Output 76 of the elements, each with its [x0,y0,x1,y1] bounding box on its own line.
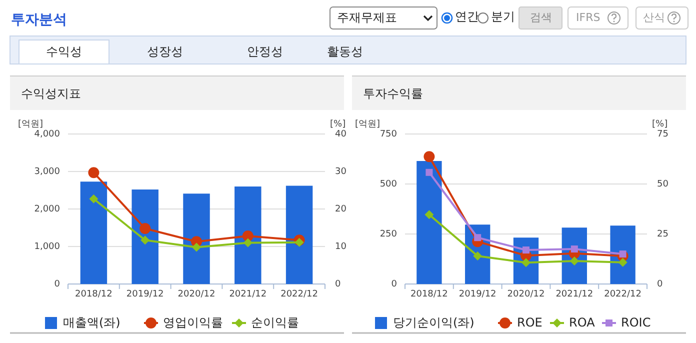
text: 수익성 [46,44,82,58]
point [570,246,578,252]
y-tick-label: 750 [380,129,398,140]
point [522,258,530,268]
text: 활동성 [327,44,363,58]
point [618,258,628,267]
text: 성장성 [147,44,183,58]
y2-tick-label: 10 [335,242,347,252]
y2-tick-label: 50 [657,179,669,190]
point [426,168,433,176]
legend-label: ROA [569,315,596,330]
x-tick-label: 2020/12 [178,289,216,300]
y2-tick-label: 40 [335,129,347,140]
text: 연간 [455,9,479,24]
text: IFRS [576,11,600,24]
point [424,210,434,220]
point [89,194,98,204]
legend-label: 영업이익률 [163,315,223,330]
point [424,151,435,162]
y2-tick-label: 75 [657,129,668,140]
chart-title: 수익성지표 [21,86,81,100]
y-tick-label: 2,000 [34,204,60,214]
text: 검색 [530,11,552,24]
y-tick-label: 4,000 [34,129,60,140]
y2-tick-label: 25 [657,229,668,240]
x-tick-label: 2022/12 [604,289,642,300]
y2-tick-label: 0 [335,279,341,290]
point [192,242,201,252]
y-tick-label: 0 [391,279,398,290]
bar [80,182,108,284]
legend-label: ROIC [621,315,651,330]
legend-label: 매출액(좌) [63,315,120,330]
chart-title: 투자수익률 [363,86,423,100]
y2-tick-label: 0 [657,279,663,290]
text: 분기 [491,9,515,24]
y2-axis-title: [%] [330,119,346,130]
bar [416,161,442,284]
x-tick-label: 2021/12 [229,289,267,300]
point [474,234,482,242]
point [294,238,304,247]
bar [286,186,313,284]
legend-label: 당기순이익(좌) [393,315,474,330]
y2-axis-title: [%] [652,119,668,130]
text: 주재무제표 [337,10,397,24]
text: 안정성 [247,44,283,58]
point [88,167,100,178]
legend-label: ROE [517,315,542,330]
legend-label: 순이익률 [251,315,299,330]
y2-tick-label: 30 [335,166,347,177]
y-tick-label: 500 [380,179,398,190]
bar [132,190,158,284]
x-tick-label: 2022/12 [280,289,318,300]
y-axis-title: [억원] [18,119,44,130]
y-tick-label: 1,000 [34,242,60,252]
y-axis-title: [억원] [355,119,380,130]
y-tick-label: 3,000 [34,166,60,177]
point [140,223,151,234]
x-tick-label: 2020/12 [507,289,545,300]
point [522,246,530,254]
y2-tick-label: 20 [335,204,347,214]
point [473,252,482,260]
x-tick-label: 2019/12 [126,289,164,300]
bar [183,194,210,284]
y-tick-label: 250 [380,229,398,240]
point [243,238,252,248]
point [140,236,150,245]
bar [234,186,262,284]
point [570,256,579,266]
x-tick-label: 2018/12 [75,289,112,300]
x-tick-label: 2018/12 [410,289,448,300]
x-tick-label: 2021/12 [556,289,594,300]
point [242,230,254,242]
y-tick-label: 0 [54,279,60,290]
text: 투자분석 [11,12,67,28]
x-tick-label: 2019/12 [458,289,496,300]
text: 산식 [643,11,665,24]
